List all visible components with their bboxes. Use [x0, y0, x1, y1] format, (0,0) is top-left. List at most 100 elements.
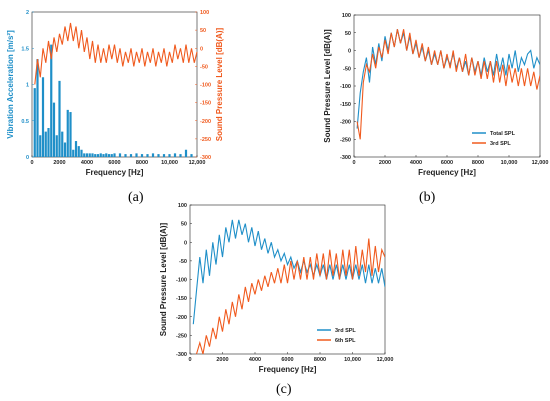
panel-label-b: (b)	[419, 190, 436, 205]
y-right-tick-label: 0	[200, 46, 203, 52]
panel-label-c: (c)	[276, 382, 292, 397]
bar	[99, 153, 102, 157]
y-right-tick-label: -100	[200, 83, 211, 89]
y-right-tick-label: -50	[200, 64, 208, 70]
x-axis-label: Frequency [Hz]	[259, 365, 317, 374]
y-left-tick-label: 1	[26, 83, 29, 89]
x-tick-label: 0	[30, 160, 33, 166]
bar	[33, 88, 36, 157]
bar	[151, 153, 155, 157]
y-left-tick-label: 0	[26, 155, 29, 161]
bar	[63, 142, 67, 157]
bar	[129, 154, 133, 157]
bar	[39, 135, 42, 157]
x-tick-label: 2000	[53, 160, 65, 166]
x-tick-label: 0	[188, 357, 191, 363]
y-tick-label: -150	[176, 296, 187, 302]
bar	[61, 131, 64, 157]
x-tick-label: 12,000	[377, 357, 394, 363]
y-right-tick-label: -200	[200, 119, 211, 125]
bar	[41, 77, 45, 157]
y-tick-label: -300	[340, 155, 351, 161]
y-tick-label: -50	[343, 66, 351, 72]
x-tick-label: 4000	[81, 160, 93, 166]
y-tick-label: -150	[340, 102, 351, 108]
x-tick-label: 8000	[136, 160, 148, 166]
legend-label: 6th SPL	[335, 338, 356, 344]
x-tick-label: 4000	[249, 357, 261, 363]
bar	[44, 131, 47, 157]
panel-b: 0 2000 4000 6000 8000 10,000 12,000 Frequency […	[323, 13, 548, 177]
y-tick-label: 0	[348, 49, 351, 55]
y-tick-label: -300	[176, 352, 187, 358]
bar	[184, 149, 188, 157]
y-right-tick-label: -150	[200, 101, 211, 107]
series-line	[356, 29, 540, 140]
x-tick-label: 0	[352, 160, 355, 166]
y-right-tick-label: -250	[200, 137, 211, 143]
bar	[77, 146, 80, 157]
y-tick-label: 50	[181, 222, 187, 228]
bar	[113, 153, 116, 157]
y-left-tick-label: 0.5	[21, 119, 29, 125]
x-tick-label: 8000	[472, 160, 484, 166]
legend-label: Total SPL	[490, 131, 516, 137]
bar	[80, 149, 83, 157]
y-right-tick-label: -300	[200, 155, 211, 161]
y-tick-label: -200	[340, 120, 351, 126]
x-tick-label: 10,000	[501, 160, 518, 166]
y-left-tick-label: 1.5	[21, 46, 29, 52]
bar	[168, 154, 171, 157]
y-tick-label: -250	[340, 137, 351, 143]
y-tick-label: -100	[176, 278, 187, 284]
x-tick-label: 10,000	[161, 160, 178, 166]
y-left-axis-label: Vibration Acceleration [m/s²]	[6, 30, 15, 139]
bar	[69, 112, 72, 157]
bar	[88, 153, 91, 157]
series-group	[356, 29, 540, 140]
bar	[102, 154, 105, 157]
bar	[58, 80, 61, 157]
x-tick-label: 2000	[216, 357, 228, 363]
y-left-tick-label: 2	[26, 10, 29, 16]
bar	[105, 153, 108, 157]
panel-c: 0 2000 4000 6000 8000 10,000 12,000 Frequency […	[159, 203, 393, 374]
bar	[52, 102, 56, 157]
series-line	[34, 22, 198, 85]
y-tick-label: 100	[342, 13, 351, 19]
bar	[135, 153, 138, 157]
bar	[162, 154, 166, 157]
bar	[74, 141, 78, 157]
bar	[107, 154, 111, 157]
legend-label: 3rd SPL	[335, 328, 356, 334]
x-tick-label: 8000	[314, 357, 326, 363]
bar	[110, 154, 113, 157]
bar	[124, 154, 127, 157]
x-axis-label: Frequency [Hz]	[86, 168, 144, 177]
y-tick-label: 50	[345, 31, 351, 37]
bar	[85, 153, 89, 157]
x-tick-label: 6000	[281, 357, 293, 363]
legend-label: 3rd SPL	[490, 141, 511, 147]
x-tick-label: 10,000	[344, 357, 361, 363]
bar	[94, 154, 97, 157]
y-tick-label: 0	[184, 240, 187, 246]
x-axis-label: Frequency [Hz]	[418, 168, 476, 177]
y-axis-label: Sound Pressure Level [dB(A)]	[323, 29, 332, 143]
bar	[66, 109, 69, 157]
y-axis-label: Sound Pressure Level [dB(A)]	[159, 222, 168, 336]
bar	[140, 154, 144, 157]
y-tick-label: -50	[179, 259, 187, 265]
bar	[146, 154, 149, 157]
bar	[83, 153, 86, 157]
bar	[36, 59, 39, 157]
x-tick-label: 12,000	[189, 160, 206, 166]
x-tick-label: 4000	[410, 160, 422, 166]
series-line	[195, 238, 385, 354]
x-tick-label: 12,000	[532, 160, 549, 166]
bar	[47, 128, 50, 157]
y-right-axis-label: Sound Pressure Level [dB(A)]	[215, 27, 224, 141]
series-group	[192, 219, 385, 354]
y-right-tick-label: 50	[200, 28, 206, 34]
